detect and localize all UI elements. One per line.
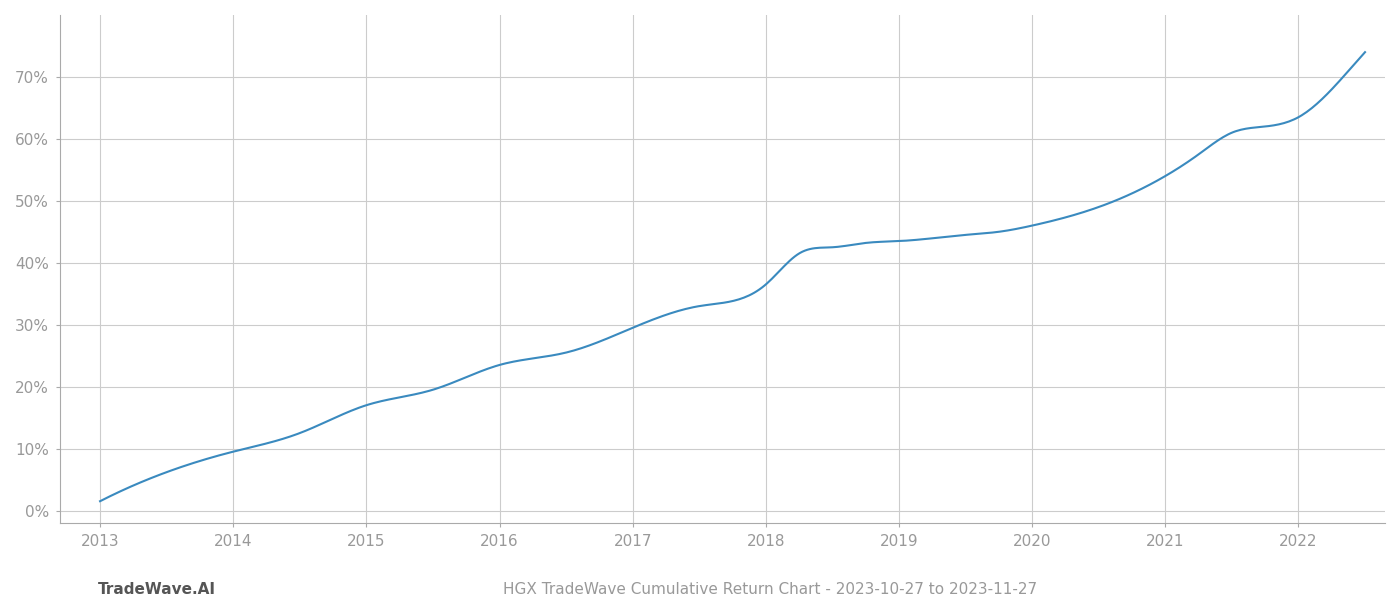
Text: HGX TradeWave Cumulative Return Chart - 2023-10-27 to 2023-11-27: HGX TradeWave Cumulative Return Chart - … [503, 582, 1037, 597]
Text: TradeWave.AI: TradeWave.AI [98, 582, 216, 597]
